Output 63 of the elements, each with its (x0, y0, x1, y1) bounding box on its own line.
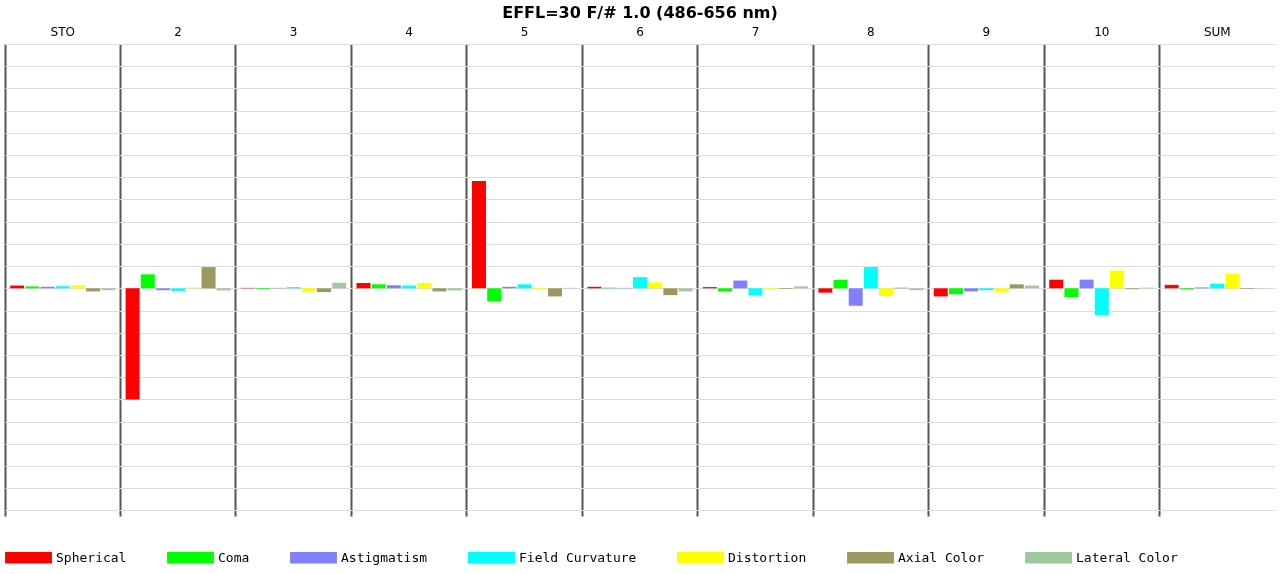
bar (301, 288, 316, 293)
bar (964, 288, 979, 292)
bar (70, 285, 85, 289)
chart-title: EFFL=30 F/# 1.0 (486-656 nm) (502, 3, 778, 22)
bar (833, 279, 848, 289)
bar (1049, 279, 1064, 289)
bar (879, 288, 894, 297)
bar (371, 284, 386, 289)
x-tick-label: 10 (1094, 24, 1110, 39)
bar (648, 282, 663, 289)
legend-label: Astigmatism (341, 549, 428, 565)
bar (818, 288, 833, 293)
legend-label: Lateral Color (1076, 549, 1178, 565)
bar (1064, 288, 1079, 297)
bar (633, 277, 647, 289)
bar (332, 282, 347, 289)
bar (356, 283, 371, 289)
legend-label: Field Curvature (519, 549, 637, 565)
bar (733, 280, 748, 289)
bar (417, 283, 432, 289)
bar (663, 288, 678, 296)
bar (517, 284, 532, 289)
bar (678, 288, 693, 292)
x-tick-label: 2 (174, 24, 182, 39)
bar (948, 288, 963, 295)
bar (1110, 270, 1125, 289)
x-tick-label: 7 (751, 24, 760, 39)
x-tick-label: 8 (867, 24, 875, 39)
bar (471, 181, 486, 289)
bar (432, 288, 447, 292)
bar (1009, 284, 1024, 289)
bar (86, 288, 101, 292)
bar (994, 288, 1009, 293)
bar (863, 267, 878, 289)
bar (386, 285, 401, 289)
x-tick-label: SUM (1203, 24, 1231, 39)
bar (201, 267, 216, 289)
bar (1225, 273, 1240, 289)
x-tick-label: 5 (520, 24, 529, 39)
x-tick-label: 4 (405, 24, 413, 39)
x-tick-label: STO (50, 24, 75, 39)
bar (933, 288, 948, 297)
legend-label: Distortion (728, 549, 807, 565)
bar (216, 288, 231, 291)
bar (125, 288, 140, 400)
legend-label: Coma (218, 549, 250, 565)
bar (447, 288, 462, 291)
bar (748, 288, 763, 296)
bar (487, 288, 502, 302)
bar (547, 288, 562, 297)
bar (718, 288, 733, 292)
x-tick-label: 3 (289, 24, 298, 39)
x-tick-label: 6 (636, 24, 644, 39)
bar (171, 288, 186, 291)
bar (317, 288, 332, 293)
legend-label: Axial Color (898, 549, 985, 565)
bar (55, 286, 70, 289)
bar (1079, 279, 1094, 289)
bar (848, 288, 863, 306)
legend-label: Spherical (56, 549, 127, 565)
bar (1094, 288, 1109, 316)
bar (140, 274, 155, 289)
x-tick-label: 9 (982, 24, 991, 39)
